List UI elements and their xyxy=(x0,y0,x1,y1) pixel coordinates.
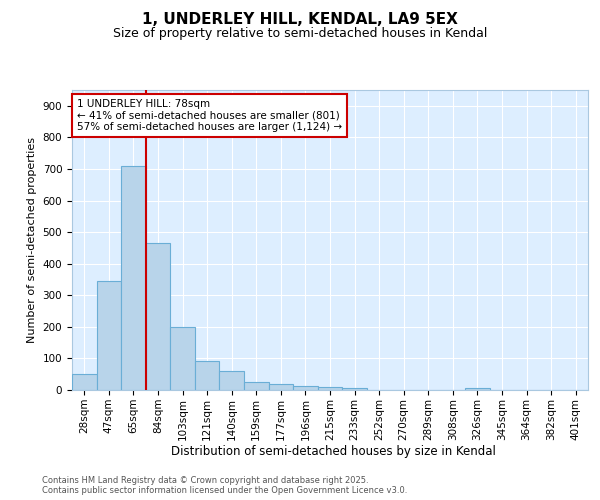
Bar xyxy=(121,166,146,390)
Text: 1 UNDERLEY HILL: 78sqm
← 41% of semi-detached houses are smaller (801)
57% of se: 1 UNDERLEY HILL: 78sqm ← 41% of semi-det… xyxy=(77,99,342,132)
Bar xyxy=(220,371,244,390)
Bar xyxy=(269,384,293,390)
Text: Size of property relative to semi-detached houses in Kendal: Size of property relative to semi-detach… xyxy=(113,28,487,40)
Bar xyxy=(244,382,269,390)
Text: Distribution of semi-detached houses by size in Kendal: Distribution of semi-detached houses by … xyxy=(170,444,496,458)
Bar xyxy=(97,281,121,390)
Bar xyxy=(170,327,195,390)
Bar xyxy=(72,374,97,390)
Text: 1, UNDERLEY HILL, KENDAL, LA9 5EX: 1, UNDERLEY HILL, KENDAL, LA9 5EX xyxy=(142,12,458,28)
Text: Contains HM Land Registry data © Crown copyright and database right 2025.
Contai: Contains HM Land Registry data © Crown c… xyxy=(42,476,407,495)
Bar xyxy=(342,388,367,390)
Bar xyxy=(318,387,342,390)
Bar xyxy=(146,243,170,390)
Bar xyxy=(195,360,220,390)
Bar xyxy=(293,386,318,390)
Bar xyxy=(465,388,490,390)
Y-axis label: Number of semi-detached properties: Number of semi-detached properties xyxy=(27,137,37,343)
